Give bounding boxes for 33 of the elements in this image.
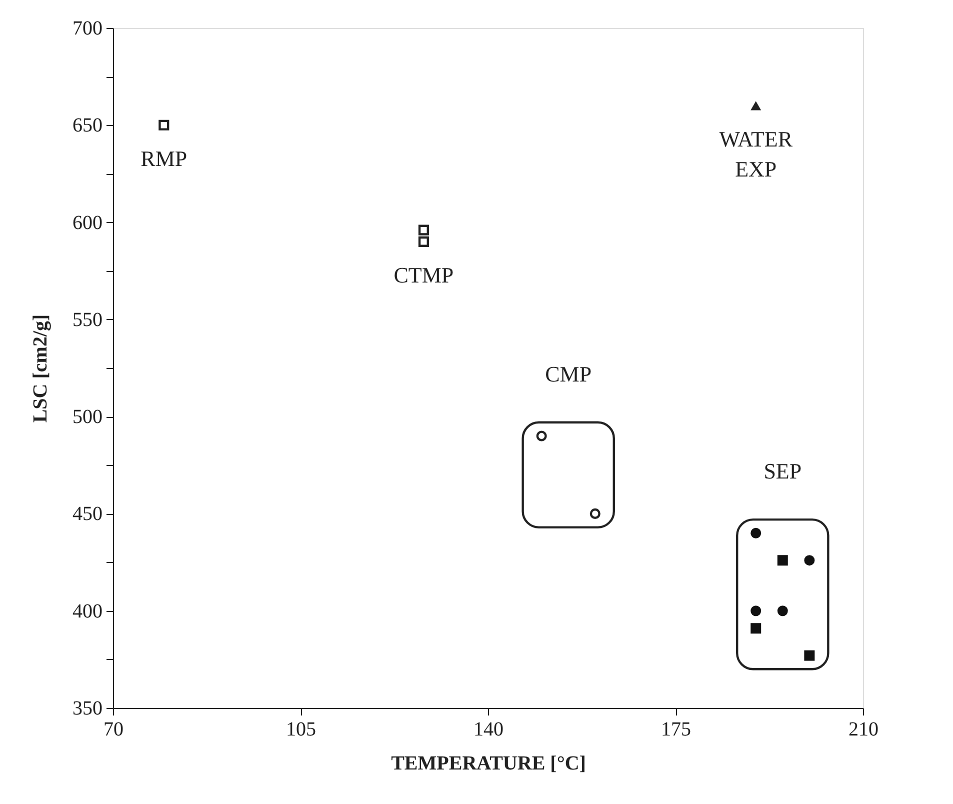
x-tick-label: 70 — [104, 718, 124, 740]
point — [750, 606, 762, 616]
x-tick-label: 105 — [286, 718, 316, 740]
y-tick-label: 450 — [72, 503, 102, 526]
y-tick-label: 600 — [72, 212, 102, 234]
point — [536, 430, 547, 442]
y-tick-label: 400 — [72, 600, 102, 622]
point — [750, 101, 762, 110]
point — [418, 224, 429, 236]
series-label: WATER EXP — [719, 126, 793, 182]
point — [777, 555, 788, 566]
series-label: CTMP — [394, 262, 454, 288]
x-tick-label: 210 — [848, 718, 878, 740]
point — [158, 120, 170, 130]
x-tick-label: 175 — [661, 718, 691, 740]
y-tick-label: 700 — [72, 18, 102, 40]
y-tick-label: 500 — [72, 406, 102, 428]
point — [418, 236, 429, 247]
text: CMP — [545, 361, 592, 386]
point — [804, 650, 815, 661]
point — [590, 508, 600, 519]
y-axis-title: LSC [cm2/g] — [30, 314, 52, 423]
x-tick-label: 140 — [474, 718, 504, 740]
text: SEP — [764, 458, 802, 484]
series-label: RMP — [140, 146, 188, 172]
point — [750, 623, 762, 634]
point — [804, 555, 815, 566]
point — [750, 528, 762, 538]
point — [777, 606, 788, 616]
y-tick-label: 550 — [72, 308, 102, 331]
y-tick-label: 350 — [72, 698, 102, 720]
y-tick-label: 650 — [72, 114, 102, 137]
x-axis-title: TEMPERATURE [°C] — [391, 752, 586, 774]
